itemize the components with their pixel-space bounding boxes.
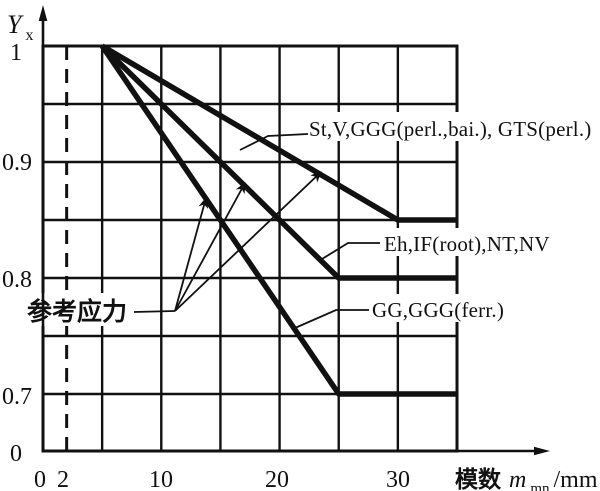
leader-ref-stress-stem — [133, 310, 176, 313]
y-tick-1: 1 — [10, 40, 22, 66]
y-tick-0: 0 — [10, 441, 22, 467]
label-bg-st — [304, 112, 600, 141]
x-tick-20: 20 — [265, 467, 289, 491]
leader-gg-label — [294, 309, 369, 329]
x-axis-title-prefix: 模数 — [455, 467, 502, 491]
y-tick-0-8: 0.8 — [2, 267, 32, 293]
series-label-eh: Eh,IF(root),NT,NV — [384, 232, 550, 256]
series-label-gg: GG,GGG(ferr.) — [372, 298, 504, 322]
x-axis-title-subscript: mn — [530, 481, 550, 491]
label-bg-gg — [368, 294, 558, 322]
y-axis-title-symbol: Y — [7, 10, 24, 39]
y-tick-0-7: 0.7 — [2, 384, 32, 410]
y-axis-title-subscript: x — [25, 27, 33, 44]
series-label-st: St,V,GGG(perl.,bai.), GTS(perl.) — [309, 117, 591, 141]
x-axis-title-suffix: /mm — [554, 467, 598, 491]
leader-eh-label — [321, 242, 380, 260]
curve-st-v-ggg-gts — [100, 43, 457, 223]
ref-stress-arrow-to-st — [174, 171, 322, 312]
curve-eh-if-nt-nv — [100, 44, 457, 281]
y-axis-arrow-icon — [38, 5, 48, 21]
x-tick-30: 30 — [386, 467, 410, 491]
ref-stress-arrow-to-eh — [174, 182, 246, 312]
x-axis-title-symbol: m — [509, 467, 526, 491]
x-axis-arrow-icon — [534, 446, 550, 456]
leader-st-label — [239, 133, 309, 151]
leader-lines — [133, 133, 380, 329]
x-axis-title: 模数 m mn /mm — [455, 467, 598, 491]
curve-gg-ggg-ferr — [99, 44, 457, 397]
x-tick-2: 2 — [57, 467, 69, 491]
x-tick-0: 0 — [34, 467, 46, 491]
ref-stress-arrow-to-gg — [174, 197, 209, 312]
axes — [41, 18, 537, 453]
y-tick-0-9: 0.9 — [2, 150, 32, 176]
x-tick-10: 10 — [149, 467, 173, 491]
y-axis-title: Y x — [7, 10, 33, 44]
label-bg-eh — [380, 228, 573, 256]
ref-stress-label: 参考应力 — [27, 297, 127, 326]
